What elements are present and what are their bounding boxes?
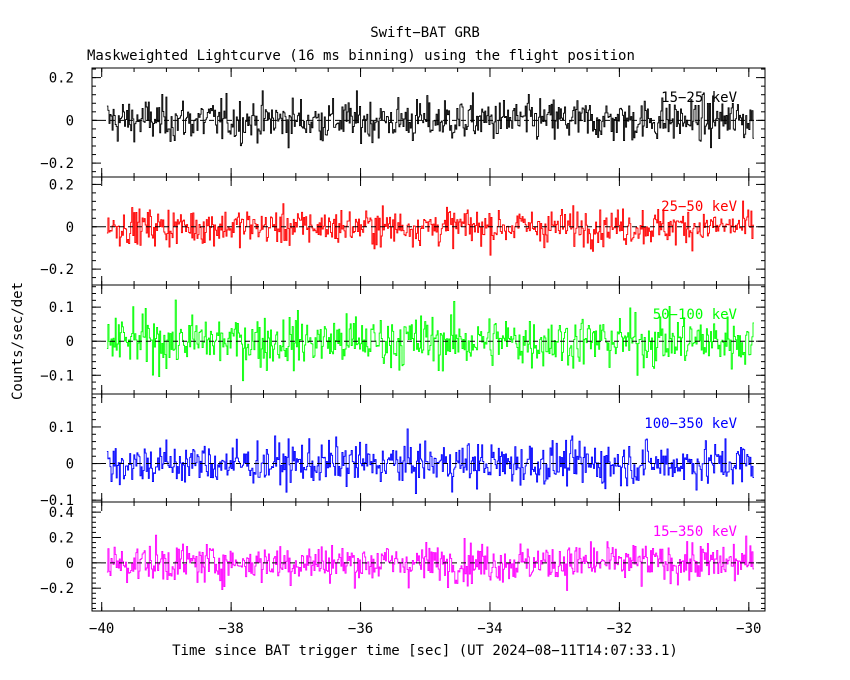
lightcurve-series-4 xyxy=(106,428,754,494)
y-axis-label: Counts/sec/det xyxy=(10,282,26,400)
band-label-5: 15−350 keV xyxy=(653,524,738,540)
y-tick-label: 0.1 xyxy=(49,300,74,316)
panel-frame-5 xyxy=(91,501,766,612)
y-tick-label: 0 xyxy=(66,556,74,572)
x-tick-label: −38 xyxy=(218,621,243,637)
y-tick-label: 0 xyxy=(66,334,74,350)
y-tick-label: 0.2 xyxy=(49,71,74,87)
band-label-3: 50−100 keV xyxy=(653,307,738,323)
panel-frame-4 xyxy=(91,393,766,503)
y-tick-label: 0.2 xyxy=(49,177,74,193)
lightcurve-series-2 xyxy=(106,200,754,256)
lightcurve-series-3 xyxy=(106,299,754,382)
y-tick-label: −0.2 xyxy=(40,262,74,278)
chart-subtitle: Maskweighted Lightcurve (16 ms binning) … xyxy=(87,48,635,64)
y-tick-label: 0 xyxy=(66,113,74,129)
y-tick-label: 0.4 xyxy=(49,505,74,521)
y-tick-label: −0.1 xyxy=(40,493,74,509)
y-tick-label: 0.1 xyxy=(49,420,74,436)
x-tick-label: −30 xyxy=(736,621,761,637)
x-tick-label: −36 xyxy=(348,621,373,637)
y-tick-label: −0.1 xyxy=(40,368,74,384)
band-label-4: 100−350 keV xyxy=(644,416,737,432)
lightcurve-series-1 xyxy=(106,90,754,149)
x-tick-label: −34 xyxy=(477,621,502,637)
y-tick-label: 0 xyxy=(66,220,74,236)
x-tick-label: −32 xyxy=(607,621,632,637)
y-tick-label: −0.2 xyxy=(40,156,74,172)
band-label-1: 15−25 keV xyxy=(661,90,737,106)
x-tick-label: −40 xyxy=(89,621,114,637)
y-tick-label: 0 xyxy=(66,457,74,473)
y-tick-label: 0.2 xyxy=(49,530,74,546)
y-tick-label: −0.2 xyxy=(40,581,74,597)
lightcurve-series-5 xyxy=(106,534,754,591)
chart-title: Swift−BAT GRB xyxy=(370,25,480,41)
x-axis-label: Time since BAT trigger time [sec] (UT 20… xyxy=(172,643,678,659)
band-label-2: 25−50 keV xyxy=(661,199,737,215)
panels-group: −0.2 0 0.2 15−25 keV −0.2 0 0.2 25−50 keV −0.1 0 0… xyxy=(40,67,766,637)
